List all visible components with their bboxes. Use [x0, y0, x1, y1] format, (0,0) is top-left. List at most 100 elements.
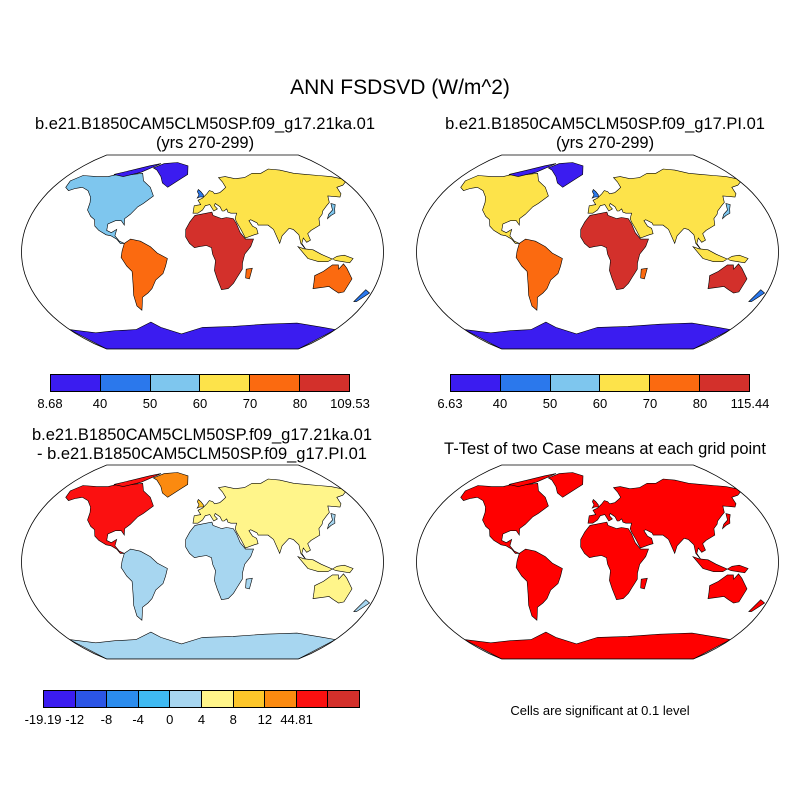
colorbar-swatch: [650, 375, 701, 391]
colorbar-swatch: [328, 691, 359, 707]
colorbar-swatch: [296, 691, 329, 707]
landmass-eurasia: [587, 168, 741, 250]
colorbar-tick-label: 50: [142, 396, 158, 411]
landmass-japan: [326, 513, 336, 530]
landmass-arctic-islands: [113, 163, 162, 177]
colorbar-case2: [450, 374, 750, 392]
colorbar-swatch: [550, 375, 601, 391]
colorbar-tick-label: 44.81: [280, 712, 313, 727]
landmass-madagascar: [245, 577, 253, 590]
landmass-greenland: [547, 472, 584, 498]
colorbar-swatch: [265, 691, 297, 707]
map-panel-case1: [21, 154, 384, 350]
colorbar-swatch: [170, 691, 202, 707]
colorbar-swatch: [300, 375, 349, 391]
colorbar-swatch: [75, 691, 108, 707]
landmass-antarctica: [69, 321, 337, 349]
map-panel-case2: [416, 154, 779, 350]
colorbar-swatch: [107, 691, 139, 707]
map-outline: [21, 154, 384, 350]
figure-title: ANN FSDSVD (W/m^2): [290, 76, 510, 99]
landmass-samerica: [515, 548, 563, 621]
landmass-africa: [580, 521, 649, 601]
landmass-australia: [312, 573, 353, 604]
significance-note: Cells are significant at 0.1 level: [510, 703, 690, 718]
landmass-eurasia: [192, 168, 346, 250]
panel-1-title-line-1: b.e21.B1850CAM5CLM50SP.f09_g17.21ka.01: [34, 115, 376, 133]
map-panel-difference: [21, 464, 384, 660]
colorbar-swatch: [100, 375, 151, 391]
colorbar-tick-label: -19.19: [24, 712, 62, 727]
panel-3-title-line-1: b.e21.B1850CAM5CLM50SP.f09_g17.21ka.01: [31, 426, 373, 444]
landmass-japan: [721, 513, 731, 530]
landmass-indonesia: [296, 245, 354, 264]
landmass-arctic-islands: [508, 163, 557, 177]
landmass-uk: [196, 189, 204, 199]
landmass-newzealand: [748, 289, 766, 302]
colorbar-case1: [50, 374, 350, 392]
landmass-newzealand: [353, 289, 371, 302]
map-panel-ttest: [416, 464, 779, 660]
landmass-newzealand: [748, 599, 766, 612]
landmass-madagascar: [245, 267, 253, 280]
colorbar-swatch: [700, 375, 749, 391]
panel-4-title: T-Test of two Case means at each grid po…: [444, 440, 766, 458]
landmass-greenland: [547, 162, 584, 188]
colorbar-tick-label: 60: [592, 396, 608, 411]
landmass-uk: [591, 499, 599, 509]
colorbar-swatch: [201, 691, 234, 707]
panel-2-title: b.e21.B1850CAM5CLM50SP.f09_g17.PI.01 (yr…: [410, 115, 800, 153]
map-outline: [416, 154, 779, 350]
landmass-australia: [312, 263, 353, 294]
landmass-namerica: [65, 172, 154, 244]
colorbar-tick-label: 40: [92, 396, 108, 411]
colorbar-tick-label: 4: [197, 712, 206, 727]
colorbar-swatch: [51, 375, 101, 391]
landmass-arctic-islands: [113, 473, 162, 487]
colorbar-tick-label: 8: [229, 712, 237, 727]
colorbar-tick-label: 8.68: [37, 396, 63, 411]
colorbar-tick-label: 12: [257, 712, 273, 727]
landmass-greenland: [152, 162, 189, 188]
landmass-australia: [707, 263, 748, 294]
landmass-australia: [707, 573, 748, 604]
map-outline: [21, 464, 384, 660]
colorbar-swatch: [138, 691, 171, 707]
landmass-madagascar: [640, 267, 648, 280]
landmass-uk: [196, 499, 204, 509]
colorbar-difference: [43, 690, 360, 708]
landmass-japan: [721, 203, 731, 220]
landmass-madagascar: [640, 577, 648, 590]
colorbar-tick-label: 6.63: [437, 396, 463, 411]
colorbar-swatch: [600, 375, 651, 391]
colorbar-tick-label: 115.44: [730, 396, 770, 411]
colorbar-swatch: [200, 375, 251, 391]
landmass-eurasia: [192, 478, 346, 560]
landmass-africa: [185, 211, 254, 291]
landmass-africa: [580, 211, 649, 291]
landmass-samerica: [120, 238, 168, 311]
colorbar-tick-label: 80: [292, 396, 308, 411]
landmass-namerica: [460, 172, 549, 244]
landmass-arctic-islands: [508, 473, 557, 487]
colorbar-tick-label: 109.53: [330, 396, 370, 411]
landmass-namerica: [460, 482, 549, 554]
landmass-japan: [326, 203, 336, 220]
landmass-antarctica: [69, 631, 337, 659]
colorbar-swatch: [44, 691, 76, 707]
colorbar-tick-label: 60: [192, 396, 208, 411]
colorbar-tick-label: 80: [692, 396, 708, 411]
colorbar-tick-label: 50: [542, 396, 558, 411]
panel-3-title: b.e21.B1850CAM5CLM50SP.f09_g17.21ka.01 -…: [4, 426, 400, 464]
panel-2-title-line-2: (yrs 270-299): [555, 134, 655, 152]
colorbar-tick-label: 40: [492, 396, 508, 411]
panel-2-title-line-1: b.e21.B1850CAM5CLM50SP.f09_g17.PI.01: [445, 115, 765, 133]
colorbar-swatch: [233, 691, 266, 707]
landmass-antarctica: [464, 631, 732, 659]
colorbar-swatch: [250, 375, 301, 391]
panel-3-title-line-2: - b.e21.B1850CAM5CLM50SP.f09_g17.PI.01: [37, 445, 367, 463]
landmass-greenland: [152, 472, 189, 498]
colorbar-swatch: [451, 375, 501, 391]
colorbar-tick-label: 70: [242, 396, 258, 411]
colorbar-tick-label: 70: [642, 396, 658, 411]
